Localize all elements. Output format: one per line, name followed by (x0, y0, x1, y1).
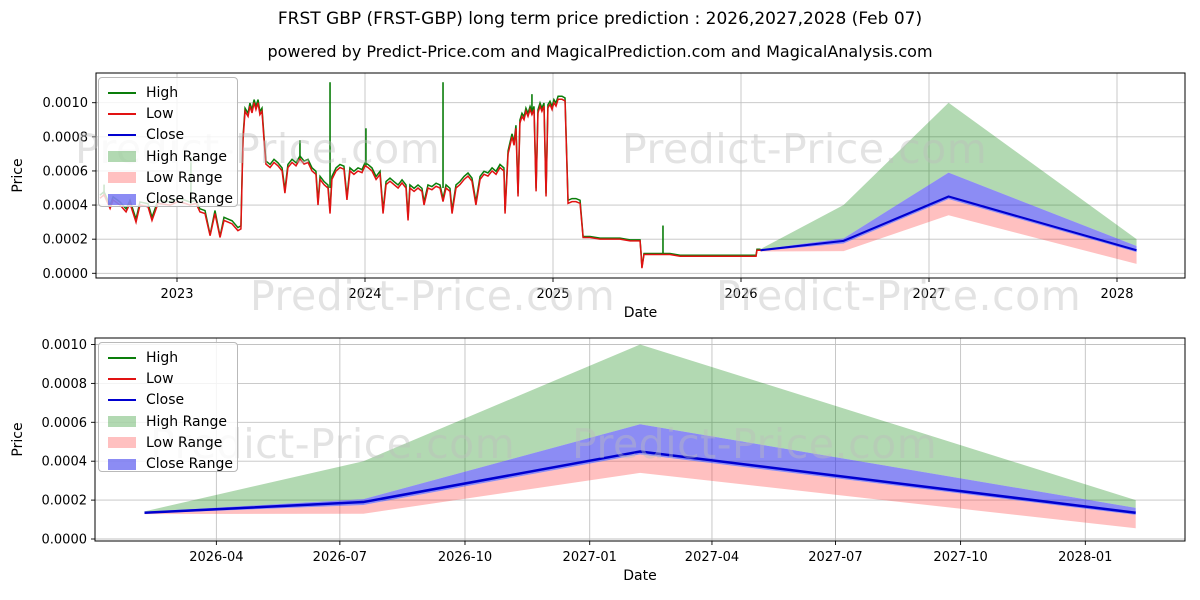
bottom-chart-xtick-label: 2027-01 (563, 550, 617, 565)
legend-patch-swatch (108, 458, 136, 470)
top-chart-xtick-label: 2023 (160, 287, 193, 302)
top-chart-xtick-label: 2024 (348, 287, 381, 302)
top-chart-plot-frame (95, 72, 1186, 279)
bottom-chart-ytick-label: 0.0004 (42, 455, 88, 470)
bottom-chart-yaxis-label: Price (10, 422, 26, 456)
bottom-chart-ytick-label: 0.0002 (42, 494, 88, 509)
legend-patch-swatch (108, 172, 136, 184)
legend-item-low: Low (99, 103, 237, 124)
legend-item-high-range: High Range (99, 146, 237, 167)
legend-patch-swatch (108, 416, 136, 428)
legend-item-low-range: Low Range (99, 167, 237, 188)
legend-label: High (146, 84, 179, 101)
legend-label: Close (146, 127, 185, 144)
legend-item-high-range: High Range (99, 411, 237, 432)
legend-label: Low (146, 105, 174, 122)
legend-line-swatch (108, 134, 136, 137)
legend-item-low: Low (99, 368, 237, 389)
bottom-chart-xtick-label: 2026-07 (313, 550, 367, 565)
top-chart-low-line (99, 98, 761, 269)
legend-line-swatch (108, 91, 136, 94)
bottom-chart-xtick-label: 2026-10 (438, 550, 492, 565)
legend-label: Close Range (146, 191, 233, 208)
top-chart-ytick-label: 0.0006 (43, 164, 89, 179)
bottom-chart-xtick-label: 2027-07 (808, 550, 862, 565)
top-chart-xtick-label: 2025 (536, 287, 569, 302)
bottom-chart-xtick-label: 2027-04 (685, 550, 739, 565)
legend-label: Low Range (146, 434, 223, 451)
legend-line-swatch (108, 112, 136, 115)
legend-patch-swatch (108, 193, 136, 205)
legend-patch-swatch (108, 151, 136, 163)
top-chart-close-range-area (760, 172, 1137, 253)
legend-item-low-range: Low Range (99, 432, 237, 453)
legend-item-close-range: Close Range (99, 188, 237, 209)
legend-line-swatch (108, 399, 136, 402)
legend-label: Close (146, 392, 185, 409)
top-chart-ytick-label: 0.0010 (43, 96, 89, 111)
bottom-chart-xtick-label: 2027-10 (933, 550, 987, 565)
top-chart-yaxis-label: Price (10, 158, 26, 192)
legend-line-swatch (108, 377, 136, 380)
legend-item-high: High (99, 82, 237, 103)
top-chart-high-range-area (760, 102, 1137, 250)
bottom-chart-close-forecast-line (144, 450, 1136, 514)
top-chart-xtick-label: 2028 (1100, 287, 1133, 302)
legend-top-chart: High Low Close High Range Low Range Close Ran… (98, 77, 238, 207)
legend-item-close: Close (99, 390, 237, 411)
bottom-chart-close-range-area (144, 424, 1136, 515)
legend-item-close-range: Close Range (99, 453, 237, 474)
legend-label: High Range (146, 148, 227, 165)
top-chart-low-range-area (760, 199, 1137, 264)
bottom-chart-xtick-label: 2026-04 (189, 550, 243, 565)
bottom-chart-ytick-label: 0.0010 (42, 338, 88, 353)
bottom-chart-ytick-label: 0.0006 (42, 416, 88, 431)
bottom-chart-ytick-label: 0.0000 (42, 533, 88, 548)
figure-title: FRST GBP (FRST-GBP) long term price pred… (277, 9, 923, 29)
figure-subtitle: powered by Predict-Price.com and Magical… (267, 42, 933, 61)
top-chart-ytick-label: 0.0008 (43, 130, 89, 145)
legend-line-swatch (108, 356, 136, 359)
legend-patch-swatch (108, 437, 136, 449)
legend-label: Close Range (146, 456, 233, 473)
top-chart-xtick-label: 2026 (724, 287, 757, 302)
legend-label: Low (146, 370, 174, 387)
bottom-chart-high-range-area (144, 344, 1136, 512)
bottom-chart-plot-frame (94, 337, 1186, 542)
top-chart-close-forecast-line (760, 195, 1137, 252)
top-chart-ytick-label: 0.0002 (43, 233, 89, 248)
legend-label: High Range (146, 413, 227, 430)
legend-label: High (146, 349, 179, 366)
bottom-chart-ytick-label: 0.0008 (42, 377, 88, 392)
top-chart-ytick-label: 0.0004 (43, 199, 89, 214)
legend-label: Low Range (146, 169, 223, 186)
bottom-chart-xaxis-label: Date (623, 568, 656, 584)
top-chart-xtick-label: 2027 (912, 287, 945, 302)
legend-item-close: Close (99, 125, 237, 146)
legend-bottom-chart: High Low Close High Range Low Range Close Ran… (98, 342, 238, 472)
top-chart-xaxis-label: Date (624, 305, 657, 321)
top-chart-ytick-label: 0.0000 (43, 267, 89, 282)
bottom-chart-low-range-area (144, 454, 1136, 529)
legend-item-high: High (99, 347, 237, 368)
bottom-chart-xtick-label: 2028-01 (1058, 550, 1112, 565)
